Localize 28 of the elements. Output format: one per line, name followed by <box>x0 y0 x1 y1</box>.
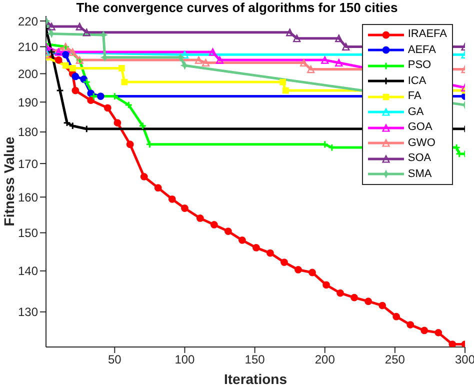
legend-label: GA <box>408 104 424 120</box>
y-tick-label: 140 <box>18 264 38 278</box>
legend-label: SOA <box>408 151 432 166</box>
legend-label: PSO <box>408 58 432 73</box>
legend-label: GOA <box>408 120 432 135</box>
y-tick-label: 200 <box>18 66 38 81</box>
y-tick-label: 180 <box>18 125 38 140</box>
legend-label: AEFA <box>408 42 436 58</box>
legend-label: GWO <box>408 136 436 150</box>
x-axis-title: Iterations <box>224 371 288 387</box>
y-tick-label: 160 <box>18 190 38 204</box>
x-tick-label: 250 <box>384 352 406 367</box>
x-tick-label: 150 <box>244 352 266 367</box>
y-tick-label: 220 <box>18 14 38 28</box>
legend-label: FA <box>408 89 422 104</box>
x-tick-label: 100 <box>174 352 196 367</box>
legend-label: ICA <box>408 74 426 88</box>
y-tick-label: 130 <box>18 305 38 320</box>
y-tick-label: 190 <box>18 95 38 110</box>
x-tick-label: 200 <box>314 352 336 367</box>
y-tick-label: 210 <box>18 40 38 54</box>
x-tick-label: 50 <box>108 352 122 367</box>
chart-title: The convergence curves of algorithms for 150 cities <box>75 0 399 15</box>
y-tick-label: 150 <box>18 226 38 240</box>
y-axis-title: Fitness Value <box>0 136 17 226</box>
legend-label: IRAEFA <box>408 27 447 42</box>
y-tick-label: 170 <box>18 156 38 171</box>
legend-label: SMA <box>408 166 432 182</box>
